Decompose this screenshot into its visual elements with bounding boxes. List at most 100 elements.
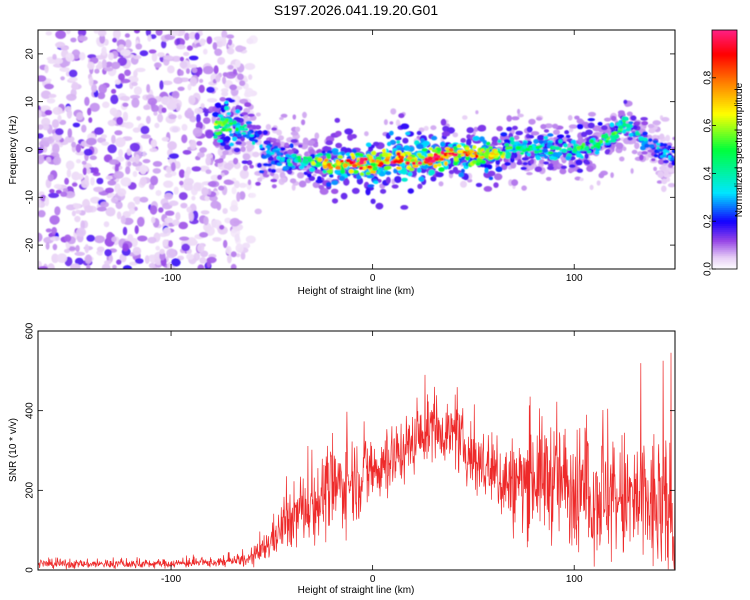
heatmap-cell <box>340 192 348 200</box>
heatmap-cell <box>122 243 129 252</box>
heatmap-cell <box>44 64 49 74</box>
heatmap-cell <box>176 44 186 50</box>
heatmap-cell <box>171 90 180 99</box>
heatmap-cell <box>65 160 75 170</box>
heatmap-cell <box>331 180 339 186</box>
colorbar-cell <box>712 229 737 232</box>
heatmap-cell <box>649 144 655 149</box>
heatmap-cell <box>389 130 394 136</box>
heatmap-cell <box>670 157 675 161</box>
heatmap-cell <box>635 121 641 125</box>
heatmap-cell <box>131 97 140 108</box>
heatmap-cell <box>405 151 412 155</box>
x-tick-label: 0 <box>370 574 376 585</box>
heatmap-cell <box>192 127 203 137</box>
colorbar-cell <box>712 189 737 192</box>
heatmap-cell <box>438 181 444 187</box>
heatmap-cell <box>242 242 251 249</box>
heatmap-cell <box>265 149 271 154</box>
heatmap-cell <box>393 168 398 174</box>
y-tick-label: 400 <box>25 402 36 419</box>
heatmap-cell <box>335 165 341 170</box>
heatmap-cell <box>229 217 241 227</box>
heatmap-cell <box>147 97 158 106</box>
heatmap-cell <box>462 115 468 120</box>
heatmap-cell <box>497 139 502 144</box>
heatmap-cell <box>38 266 48 269</box>
heatmap-cell <box>390 139 396 145</box>
colorbar-cell <box>712 237 737 240</box>
heatmap-cell <box>302 137 309 145</box>
heatmap-cell <box>405 161 410 166</box>
heatmap-cell <box>473 126 479 132</box>
x-tick-label: -100 <box>161 574 181 585</box>
heatmap-cell <box>238 182 247 188</box>
y-tick-label: 0 <box>25 146 36 152</box>
heatmap-cell <box>298 144 303 148</box>
heatmap-cell <box>438 167 445 172</box>
heatmap-cell <box>38 199 42 208</box>
heatmap-cell <box>370 150 377 156</box>
heatmap-cell <box>611 132 616 136</box>
heatmap-cell <box>124 33 130 38</box>
heatmap-cell <box>411 161 416 165</box>
heatmap-cell <box>165 210 175 216</box>
heatmap-cell <box>153 111 158 116</box>
heatmap-cell <box>129 261 138 266</box>
heatmap-cell <box>97 61 103 70</box>
heatmap-cell <box>563 143 569 148</box>
heatmap-cell <box>199 38 206 46</box>
colorbar-cell <box>712 241 737 244</box>
colorbar-cell <box>712 219 737 222</box>
heatmap-cell <box>178 169 185 179</box>
heatmap-cell <box>296 155 302 159</box>
snr-x-ticks: -100 0 100 <box>161 331 583 585</box>
heatmap-cell <box>567 115 573 121</box>
heatmap-cell <box>237 133 242 138</box>
heatmap-cell <box>281 177 287 183</box>
colorbar-cell <box>712 43 737 47</box>
colorbar-cell <box>712 115 737 119</box>
colorbar-cell <box>712 267 737 270</box>
heatmap-cell <box>557 142 563 148</box>
heatmap-cell <box>533 150 539 154</box>
heatmap-cell <box>100 134 107 139</box>
heatmap-cell <box>598 172 605 179</box>
heatmap-cell <box>155 190 162 196</box>
heatmap-cell <box>564 130 570 135</box>
colorbar-cell <box>712 137 737 141</box>
heatmap-cell <box>198 84 205 93</box>
heatmap-cell <box>134 199 141 205</box>
colorbar-cell <box>712 169 737 173</box>
heatmap-cell <box>104 260 112 265</box>
heatmap-cell <box>99 34 106 44</box>
heatmap-cell <box>84 205 94 213</box>
heatmap-cell <box>231 186 237 195</box>
heatmap-cell <box>364 131 369 137</box>
heatmap-cell <box>122 111 129 122</box>
heatmap-cell <box>118 149 123 158</box>
heatmap-cell <box>173 77 183 84</box>
heatmap-cell <box>568 127 574 133</box>
heatmap-cell <box>183 51 190 57</box>
colorbar-cell <box>712 163 737 167</box>
heatmap-cell <box>83 148 93 156</box>
heatmap-cell <box>511 116 520 121</box>
colorbar-cell <box>712 89 737 93</box>
heatmap-cell <box>120 49 131 57</box>
heatmap-cell <box>431 148 438 153</box>
heatmap-cell <box>595 141 602 147</box>
colorbar-cell <box>712 101 737 105</box>
heatmap-cell <box>54 206 61 216</box>
heatmap-cell <box>322 169 327 174</box>
heatmap-cell <box>605 139 609 144</box>
heatmap-cell <box>574 115 580 120</box>
heatmap-cell <box>229 133 234 137</box>
colorbar-cell <box>712 83 737 87</box>
heatmap-cell <box>275 150 280 154</box>
heatmap-cell <box>610 115 617 122</box>
heatmap-cell <box>199 232 209 238</box>
heatmap-cell <box>401 177 408 182</box>
heatmap-cell <box>81 160 87 165</box>
spectrogram-y-ticks: -20 -10 0 10 20 <box>25 48 675 252</box>
